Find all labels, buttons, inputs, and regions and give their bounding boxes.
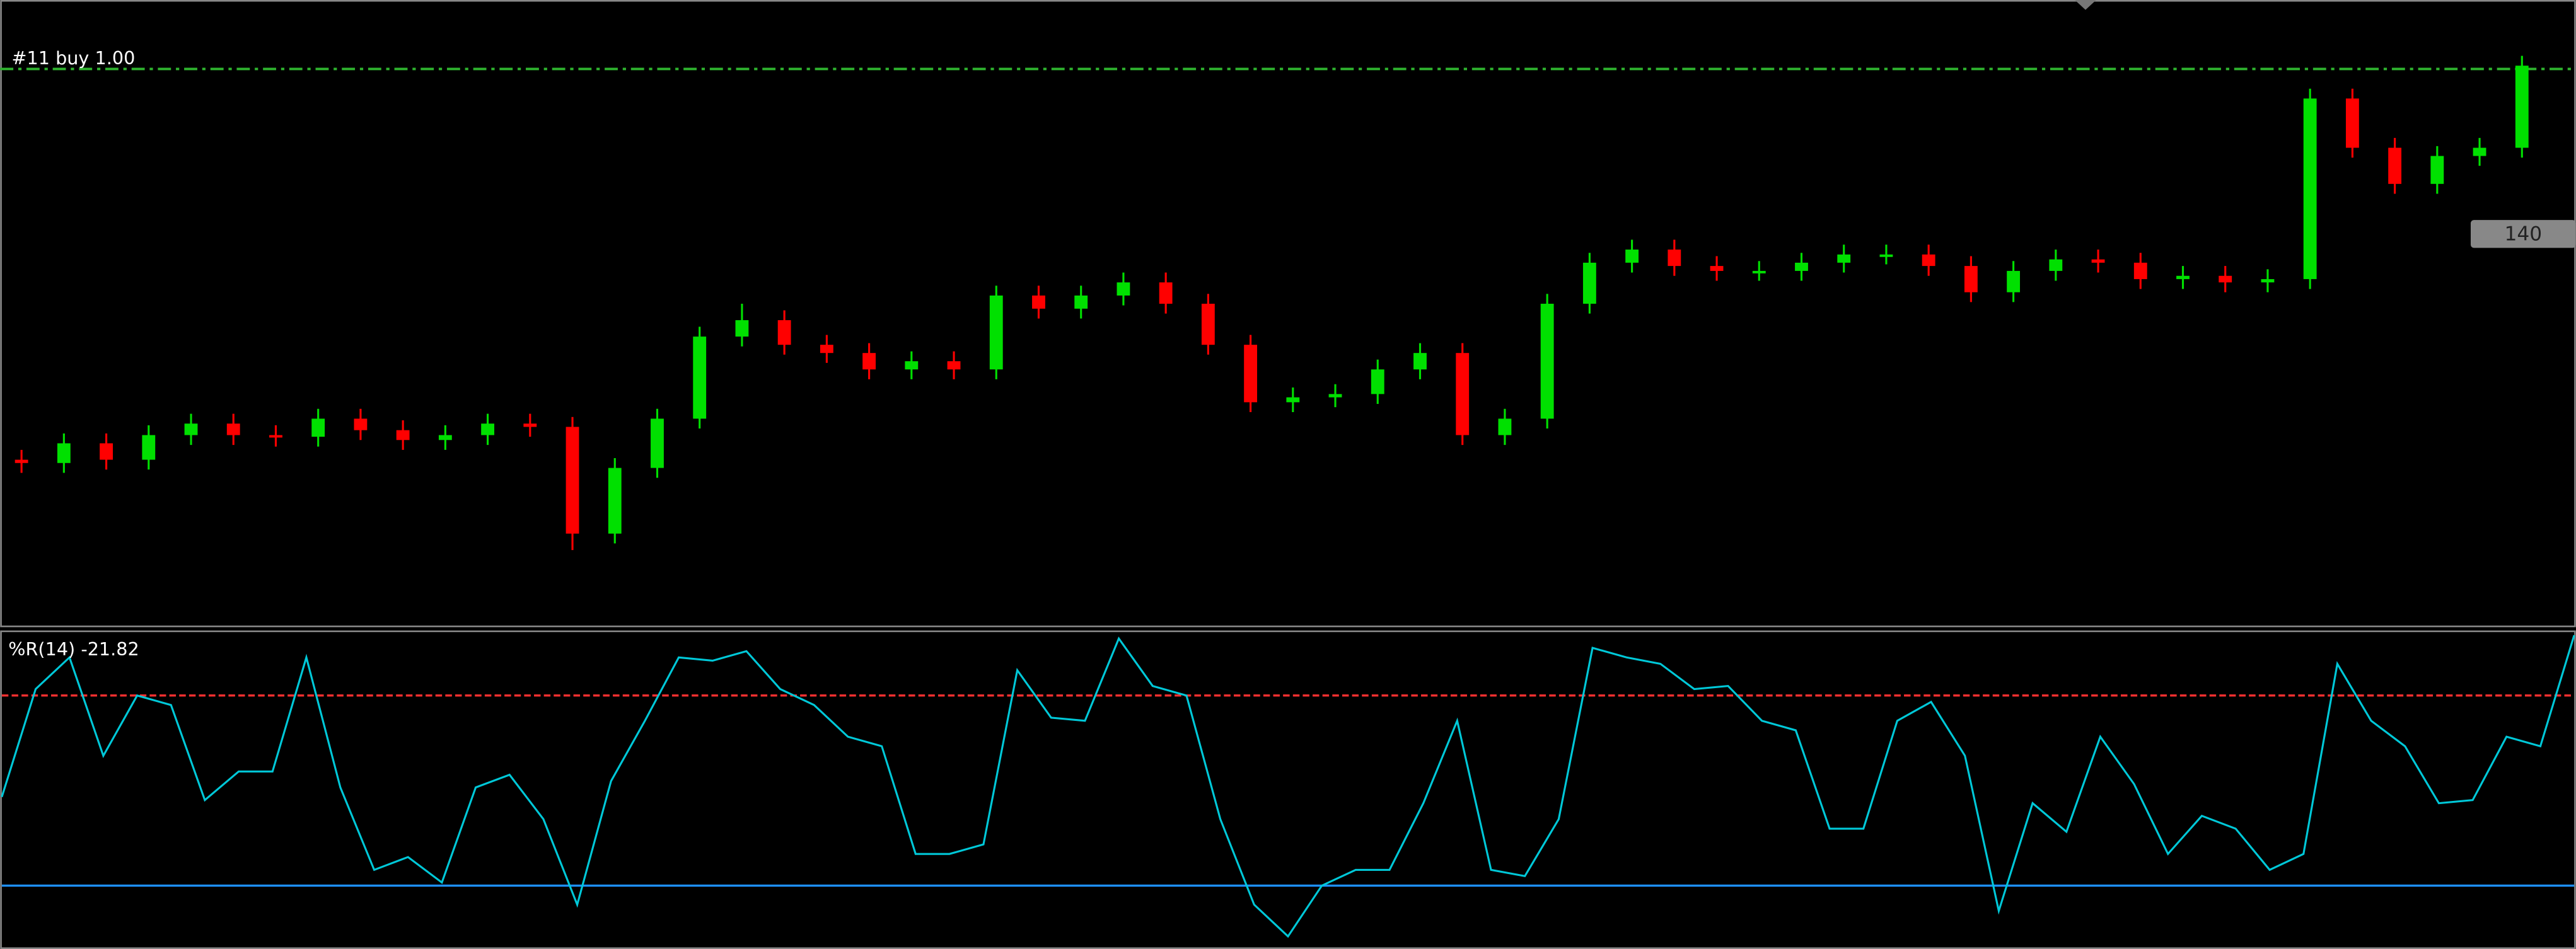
candle-body: [1328, 394, 1342, 398]
candle-body: [1117, 282, 1130, 296]
candle-body: [1879, 254, 1893, 257]
candle-body: [269, 435, 282, 438]
candle-body: [947, 361, 961, 370]
candle-body: [15, 459, 28, 463]
candle-body: [1540, 304, 1554, 419]
candle-body: [2345, 98, 2359, 148]
candle-body: [2007, 270, 2021, 292]
candle-body: [693, 336, 707, 419]
candle-body: [2091, 259, 2105, 263]
candle-body: [142, 435, 156, 460]
candle-body: [1837, 254, 1851, 263]
candle-body: [1032, 295, 1045, 309]
order-label: #11 buy 1.00: [11, 47, 135, 69]
candle-body: [820, 345, 833, 354]
candle-body: [481, 423, 495, 435]
candle-body: [1582, 262, 1596, 304]
indicator-label: %R(14) -21.82: [8, 638, 139, 660]
candle-body: [2133, 262, 2147, 279]
candle-body: [2430, 156, 2444, 184]
candle-body: [1795, 262, 1808, 271]
candle-body: [2049, 259, 2063, 271]
candle-body: [311, 418, 325, 437]
candle-body: [184, 423, 198, 435]
candle-body: [1244, 345, 1258, 403]
candle-body: [1413, 353, 1427, 370]
candle-body: [1286, 397, 1300, 403]
williams-r-line: [1, 635, 2575, 938]
candle-body: [651, 418, 664, 468]
candle-body: [566, 427, 579, 534]
candle-body: [989, 295, 1003, 370]
candle-body: [1074, 295, 1088, 309]
candle-body: [1625, 250, 1639, 263]
candle-body: [2176, 275, 2190, 279]
candle-body: [777, 320, 791, 345]
candle-body: [905, 361, 919, 370]
candle-body: [396, 430, 410, 440]
candle-body: [100, 443, 113, 460]
candle-body: [1159, 282, 1173, 304]
candle-body: [2473, 147, 2486, 156]
candle-body: [438, 435, 452, 440]
candle-body: [862, 353, 876, 370]
candle-body: [2303, 98, 2317, 279]
candle-body: [354, 418, 368, 430]
candle-body: [1964, 266, 1978, 292]
price-tag-box: [2470, 220, 2576, 248]
candle-body: [2219, 275, 2232, 283]
candle-body: [608, 468, 622, 534]
candle-body: [735, 320, 749, 337]
price-panel: [0, 0, 2576, 628]
candle-body: [1922, 254, 1935, 267]
candle-body: [1201, 304, 1215, 345]
candle-body: [226, 423, 240, 435]
candle-body: [57, 443, 71, 463]
candle-body: [2388, 147, 2402, 184]
candle-body: [1456, 353, 1470, 435]
shift-marker: [2075, 0, 2096, 10]
candle-body: [1498, 418, 1512, 435]
candle-body: [1710, 266, 1724, 271]
candle-body: [1371, 369, 1384, 394]
price-tag: 140: [2505, 223, 2543, 246]
candle-body: [1752, 270, 1766, 273]
candle-body: [2261, 279, 2275, 283]
candle-body: [523, 423, 537, 427]
candle-body: [2515, 66, 2529, 148]
candle-body: [1668, 250, 1681, 267]
indicator-panel: [0, 630, 2576, 949]
